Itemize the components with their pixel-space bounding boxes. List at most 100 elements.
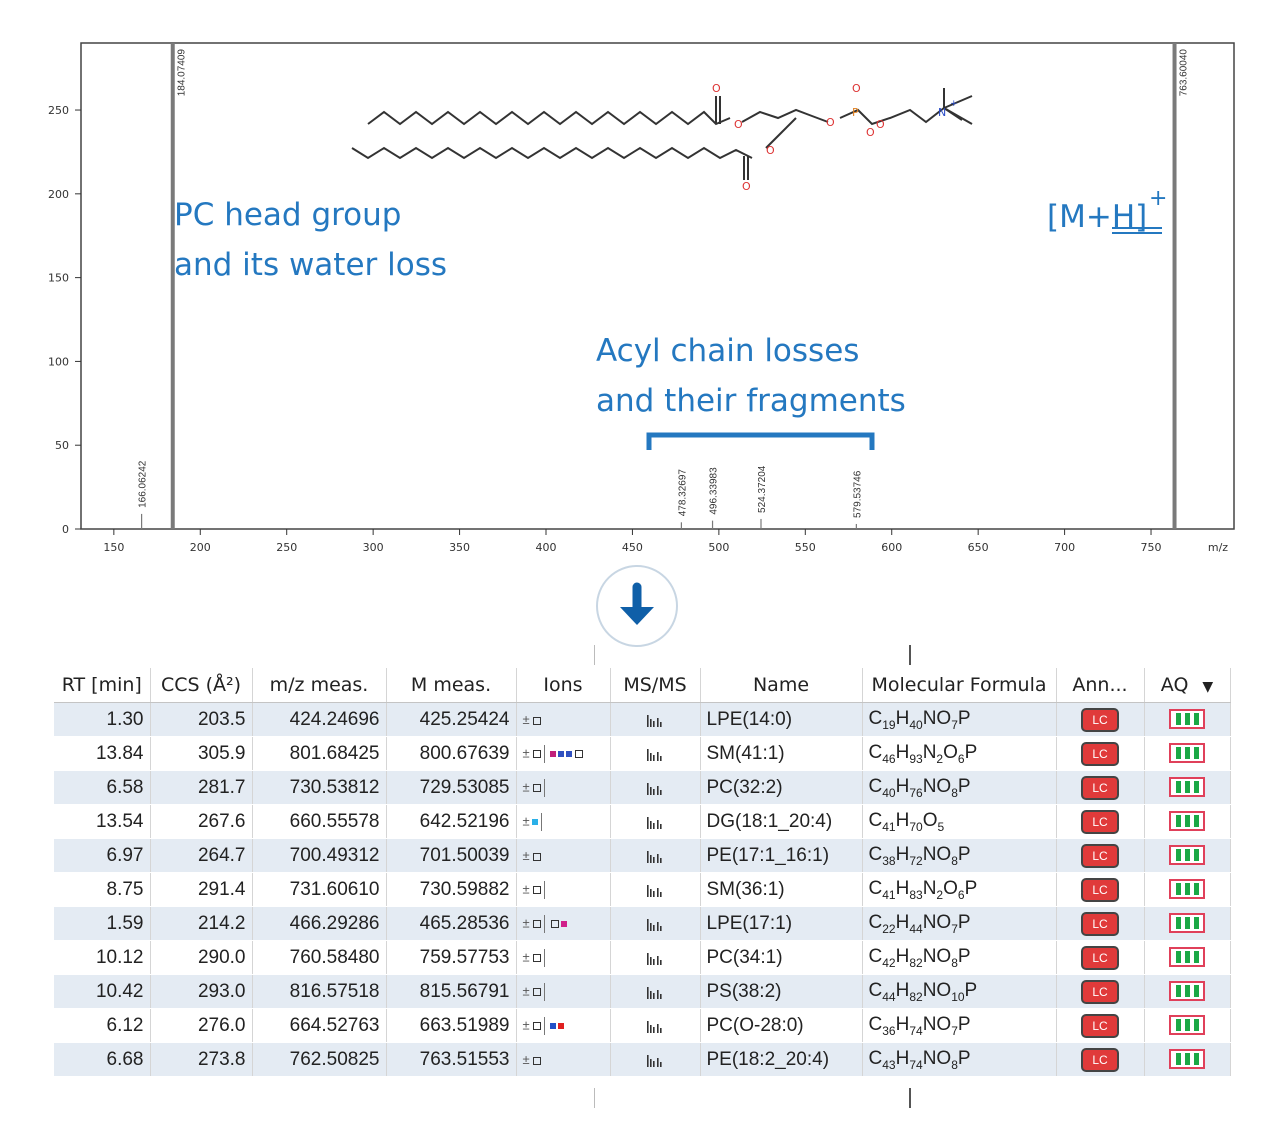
aq-quality-icon[interactable] <box>1169 811 1205 832</box>
column-header[interactable]: M meas. <box>386 668 517 703</box>
triangle-down-icon[interactable]: ▼ <box>1202 679 1214 695</box>
msms-spectrum-icon[interactable] <box>645 949 665 966</box>
ions-cell[interactable]: ± <box>516 1042 611 1077</box>
table-row[interactable]: 6.12 276.0 664.52763 663.51989 ± PC(O-28:0) C3… <box>54 1008 1231 1043</box>
ions-cell[interactable]: ± <box>516 702 611 737</box>
annotation-cell[interactable]: LC <box>1056 1008 1145 1043</box>
table-row[interactable]: 1.59 214.2 466.29286 465.28536 ± LPE(17:1) C22… <box>54 906 1231 941</box>
aq-cell[interactable] <box>1144 974 1231 1009</box>
msms-spectrum-icon[interactable] <box>645 813 665 830</box>
ions-cell[interactable]: ± <box>516 770 611 805</box>
msms-cell[interactable] <box>610 906 701 941</box>
ions-cell[interactable]: ± <box>516 804 611 839</box>
column-header[interactable]: MS/MS <box>610 668 701 703</box>
aq-cell[interactable] <box>1144 940 1231 975</box>
aq-quality-icon[interactable] <box>1169 777 1205 798</box>
table-row[interactable]: 6.58 281.7 730.53812 729.53085 ± PC(32:2) C40H… <box>54 770 1231 805</box>
ions-cell[interactable]: ± <box>516 872 611 907</box>
column-header[interactable]: AQ ▼ <box>1144 668 1231 703</box>
annotation-cell[interactable]: LC <box>1056 702 1145 737</box>
msms-spectrum-icon[interactable] <box>645 881 665 898</box>
table-row[interactable]: 13.54 267.6 660.55578 642.52196 ± DG(18:1_20:… <box>54 804 1231 839</box>
lc-badge[interactable]: LC <box>1081 911 1119 936</box>
column-header[interactable]: RT [min] <box>54 668 151 703</box>
lc-badge[interactable]: LC <box>1081 707 1119 732</box>
aq-quality-icon[interactable] <box>1169 879 1205 900</box>
msms-spectrum-icon[interactable] <box>645 915 665 932</box>
lc-badge[interactable]: LC <box>1081 979 1119 1004</box>
lc-badge[interactable]: LC <box>1081 945 1119 970</box>
lc-badge[interactable]: LC <box>1081 1047 1119 1072</box>
annotation-cell[interactable]: LC <box>1056 838 1145 873</box>
table-row[interactable]: 8.75 291.4 731.60610 730.59882 ± SM(36:1) C41H… <box>54 872 1231 907</box>
msms-cell[interactable] <box>610 770 701 805</box>
annotation-cell[interactable]: LC <box>1056 974 1145 1009</box>
msms-spectrum-icon[interactable] <box>645 779 665 796</box>
msms-cell[interactable] <box>610 1042 701 1077</box>
msms-cell[interactable] <box>610 1008 701 1043</box>
lc-badge[interactable]: LC <box>1081 1013 1119 1038</box>
annotation-cell[interactable]: LC <box>1056 736 1145 771</box>
aq-cell[interactable] <box>1144 1042 1231 1077</box>
msms-spectrum-icon[interactable] <box>645 847 665 864</box>
aq-cell[interactable] <box>1144 872 1231 907</box>
msms-cell[interactable] <box>610 702 701 737</box>
aq-quality-icon[interactable] <box>1169 845 1205 866</box>
column-header[interactable]: m/z meas. <box>252 668 387 703</box>
aq-cell[interactable] <box>1144 804 1231 839</box>
column-header[interactable]: CCS (Å²) <box>150 668 253 703</box>
table-row[interactable]: 10.42 293.0 816.57518 815.56791 ± PS(38:2) C44… <box>54 974 1231 1009</box>
lc-badge[interactable]: LC <box>1081 775 1119 800</box>
table-row[interactable]: 13.84 305.9 801.68425 800.67639 ± SM(41:1) C46… <box>54 736 1231 771</box>
lc-badge[interactable]: LC <box>1081 877 1119 902</box>
msms-spectrum-icon[interactable] <box>645 1051 665 1068</box>
msms-cell[interactable] <box>610 974 701 1009</box>
aq-quality-icon[interactable] <box>1169 1015 1205 1036</box>
msms-cell[interactable] <box>610 838 701 873</box>
msms-spectrum-icon[interactable] <box>645 711 665 728</box>
annotation-cell[interactable]: LC <box>1056 906 1145 941</box>
ions-cell[interactable]: ± <box>516 1008 611 1043</box>
table-row[interactable]: 10.12 290.0 760.58480 759.57753 ± PC(34:1) C42… <box>54 940 1231 975</box>
aq-quality-icon[interactable] <box>1169 743 1205 764</box>
annotation-cell[interactable]: LC <box>1056 804 1145 839</box>
msms-cell[interactable] <box>610 940 701 975</box>
ions-cell[interactable]: ± <box>516 906 611 941</box>
aq-cell[interactable] <box>1144 702 1231 737</box>
ions-cell[interactable]: ± <box>516 838 611 873</box>
aq-quality-icon[interactable] <box>1169 947 1205 968</box>
msms-cell[interactable] <box>610 736 701 771</box>
msms-cell[interactable] <box>610 804 701 839</box>
ions-cell[interactable]: ± <box>516 736 611 771</box>
column-header[interactable]: Molecular Formula <box>862 668 1057 703</box>
column-header[interactable]: Name <box>700 668 863 703</box>
aq-cell[interactable] <box>1144 906 1231 941</box>
aq-quality-icon[interactable] <box>1169 981 1205 1002</box>
ions-cell[interactable]: ± <box>516 940 611 975</box>
arrow-down-icon[interactable] <box>596 565 678 647</box>
ions-cell[interactable]: ± <box>516 974 611 1009</box>
aq-quality-icon[interactable] <box>1169 709 1205 730</box>
table-row[interactable]: 6.97 264.7 700.49312 701.50039 ± PE(17:1_16:1… <box>54 838 1231 873</box>
lc-badge[interactable]: LC <box>1081 809 1119 834</box>
annotation-cell[interactable]: LC <box>1056 940 1145 975</box>
table-row[interactable]: 6.68 273.8 762.50825 763.51553 ± PE(18:2_20:4… <box>54 1042 1231 1077</box>
aq-cell[interactable] <box>1144 736 1231 771</box>
lc-badge[interactable]: LC <box>1081 741 1119 766</box>
msms-spectrum-icon[interactable] <box>645 745 665 762</box>
table-row[interactable]: 1.30 203.5 424.24696 425.25424 ± LPE(14:0) C19… <box>54 702 1231 737</box>
annotation-cell[interactable]: LC <box>1056 770 1145 805</box>
msms-spectrum-icon[interactable] <box>645 983 665 1000</box>
aq-cell[interactable] <box>1144 1008 1231 1043</box>
aq-cell[interactable] <box>1144 838 1231 873</box>
annotation-cell[interactable]: LC <box>1056 872 1145 907</box>
column-header[interactable]: Ann... <box>1056 668 1145 703</box>
aq-cell[interactable] <box>1144 770 1231 805</box>
aq-quality-icon[interactable] <box>1169 913 1205 934</box>
annotation-cell[interactable]: LC <box>1056 1042 1145 1077</box>
msms-spectrum-icon[interactable] <box>645 1017 665 1034</box>
aq-quality-icon[interactable] <box>1169 1049 1205 1070</box>
lc-badge[interactable]: LC <box>1081 843 1119 868</box>
msms-cell[interactable] <box>610 872 701 907</box>
column-header[interactable]: Ions <box>516 668 611 703</box>
